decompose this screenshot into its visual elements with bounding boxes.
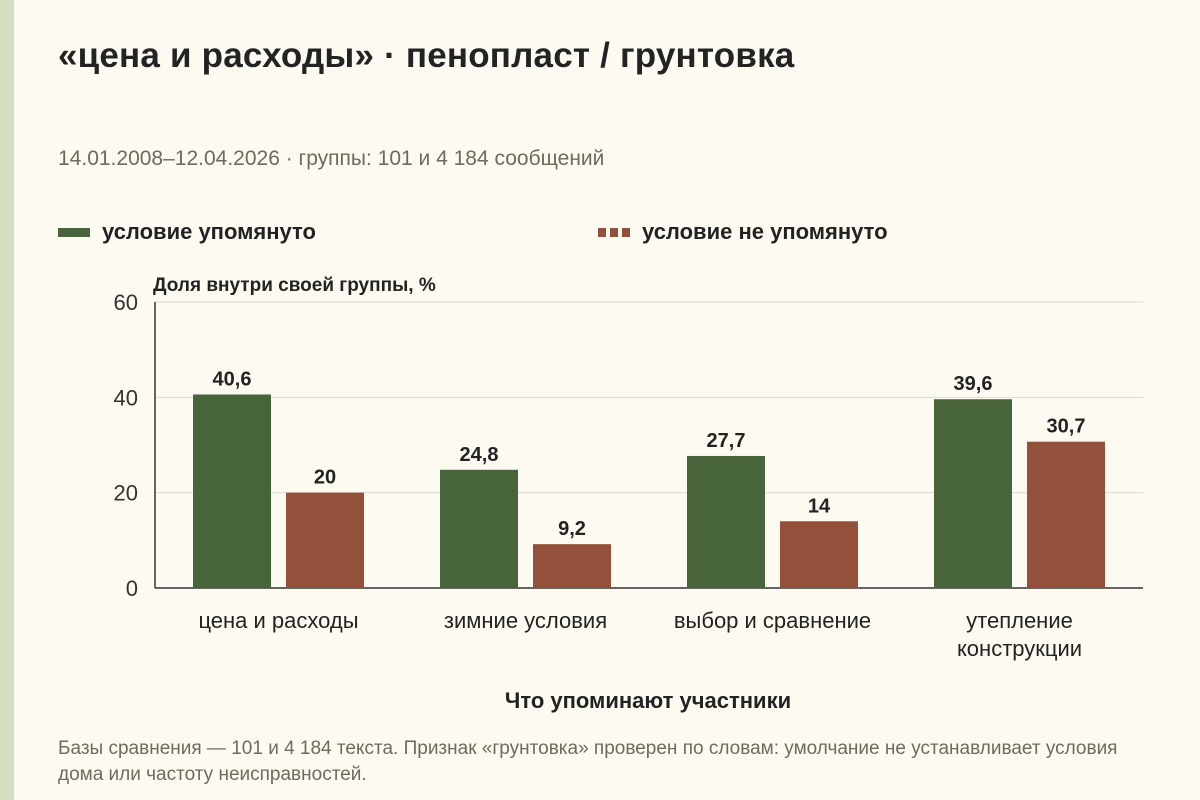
- bar-value-label: 20: [314, 467, 336, 489]
- x-tick-label: зимние условия: [444, 608, 607, 633]
- y-tick-label: 0: [126, 576, 138, 601]
- chart-title: «цена и расходы» · пенопласт / грунтовка: [58, 36, 795, 75]
- legend-item-mentioned: условие упомянуто: [58, 219, 316, 245]
- legend-label-mentioned: условие упомянуто: [102, 219, 316, 244]
- legend-item-not-mentioned: условие не упомянуто: [598, 219, 888, 245]
- x-axis-label: Что упоминают участники: [505, 688, 791, 713]
- bar-mentioned: [934, 399, 1012, 588]
- bar-mentioned: [440, 469, 518, 588]
- bar-value-label: 40,6: [213, 368, 252, 390]
- legend-label-not-mentioned: условие не упомянуто: [642, 219, 888, 244]
- y-axis-label: Доля внутри своей группы, %: [153, 275, 436, 296]
- bar-value-label: 9,2: [558, 518, 586, 540]
- bar-value-label: 14: [808, 495, 831, 517]
- chart-footnote: Базы сравнения — 101 и 4 184 текста. При…: [58, 738, 1118, 785]
- bar-not-mentioned: [286, 492, 364, 588]
- y-tick-label: 60: [114, 290, 138, 315]
- legend-swatch-not-mentioned: [598, 227, 630, 237]
- x-tick-label: цена и расходы: [198, 608, 358, 633]
- bar-mentioned: [193, 394, 271, 588]
- chart-subtitle: 14.01.2008–12.04.2026 · группы: 101 и 4 …: [58, 147, 605, 170]
- bar-value-label: 27,7: [707, 430, 746, 452]
- bar-mentioned: [687, 455, 765, 588]
- x-tick-label: утепление: [966, 608, 1073, 633]
- bar-not-mentioned: [780, 521, 858, 588]
- y-tick-label: 20: [114, 481, 138, 506]
- x-tick-label: конструкции: [957, 636, 1082, 661]
- bar-value-label: 39,6: [954, 373, 993, 395]
- legend-swatch-mentioned: [58, 227, 90, 237]
- bar-value-label: 24,8: [460, 444, 499, 466]
- y-tick-label: 40: [114, 385, 138, 410]
- x-tick-label: выбор и сравнение: [674, 608, 871, 633]
- bar-chart: 0 20 40 60 Доля внутри своей группы, % 40,6 20…: [114, 275, 1143, 713]
- bar-value-label: 30,7: [1047, 416, 1086, 438]
- bar-not-mentioned: [1027, 441, 1105, 588]
- side-accent-strip: [0, 0, 14, 800]
- bar-not-mentioned: [533, 544, 611, 588]
